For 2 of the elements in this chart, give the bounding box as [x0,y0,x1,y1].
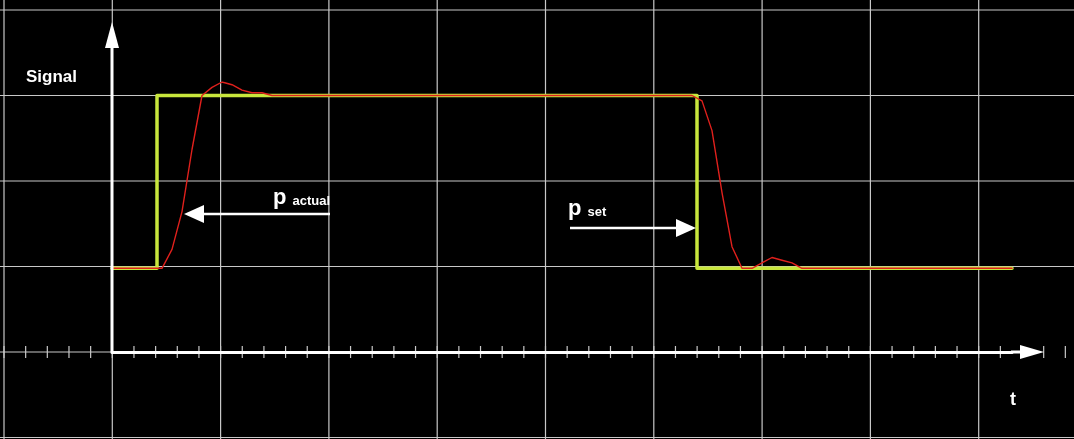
x-axis-title: t [1010,389,1016,409]
y-axis-title: Signal [26,67,78,86]
